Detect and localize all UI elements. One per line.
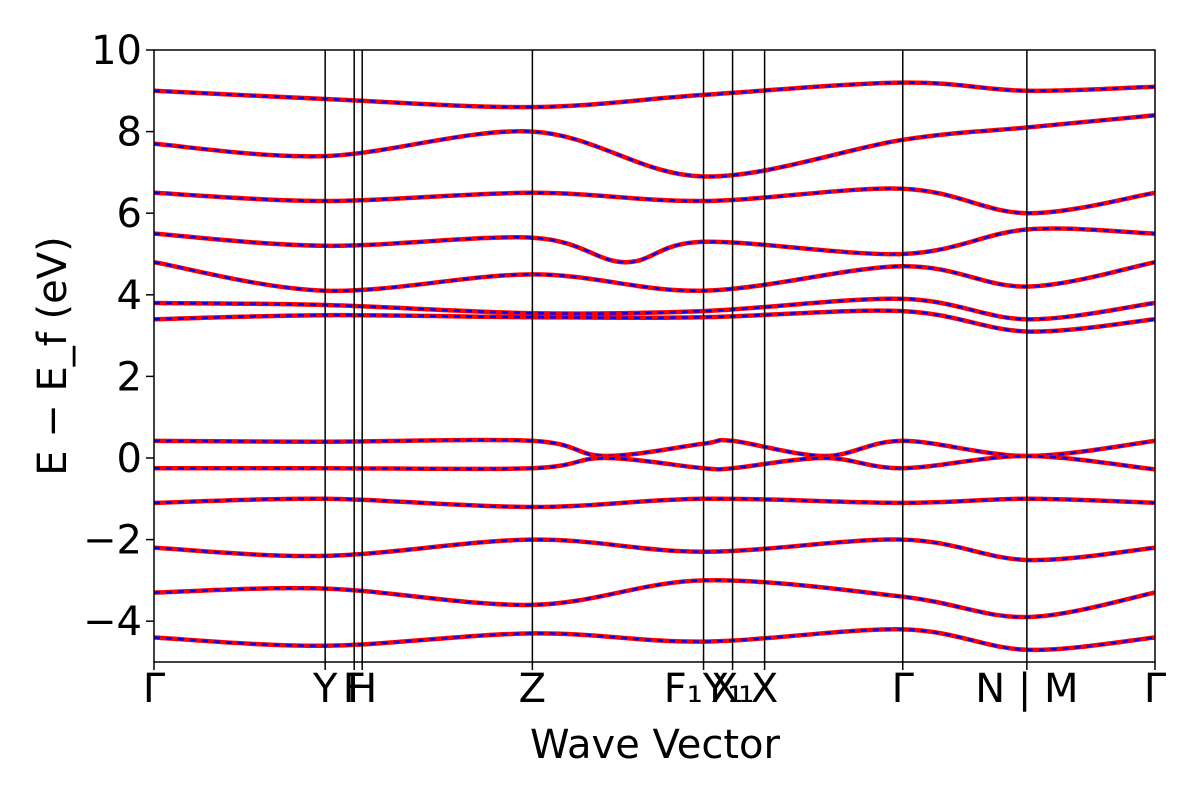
y-axis-ticks: −4 −2 0 2 4 6 8 10 <box>83 28 154 645</box>
plot-frame <box>153 49 1156 663</box>
x-tick-label: X <box>751 666 778 712</box>
x-tick-label: Z <box>519 666 546 712</box>
x-tick-label: Γ <box>143 666 166 712</box>
x-tick-label: F₁Y₁ <box>664 666 744 712</box>
x-tick-label: N | M <box>975 666 1078 712</box>
band-line-0 <box>154 437 1155 459</box>
x-tick-label: Γ <box>892 666 915 712</box>
x-tick-label: H <box>347 666 377 712</box>
y-axis-label: E − E_f (eV) <box>30 236 76 475</box>
y-tick-label: 4 <box>117 273 142 319</box>
band-line-dashed-5 <box>154 227 1155 264</box>
y-tick-label: 6 <box>117 191 142 237</box>
x-tick-label: X₁ <box>711 666 754 712</box>
high-symmetry-lines <box>324 50 1028 662</box>
y-tick-label: 8 <box>117 110 142 156</box>
x-tick-label: F <box>343 666 366 712</box>
plot-background <box>154 50 1155 662</box>
x-tick-label: Y <box>312 666 338 712</box>
y-tick-label: 10 <box>91 28 142 74</box>
y-tick-label: 2 <box>117 354 142 400</box>
x-axis-label: Wave Vector <box>530 722 781 768</box>
x-tick-label: Γ <box>1144 666 1167 712</box>
y-tick-label: −4 <box>83 599 142 645</box>
band-line-1 <box>154 453 1155 472</box>
y-tick-label: 0 <box>117 436 142 482</box>
y-tick-label: −2 <box>83 518 142 564</box>
